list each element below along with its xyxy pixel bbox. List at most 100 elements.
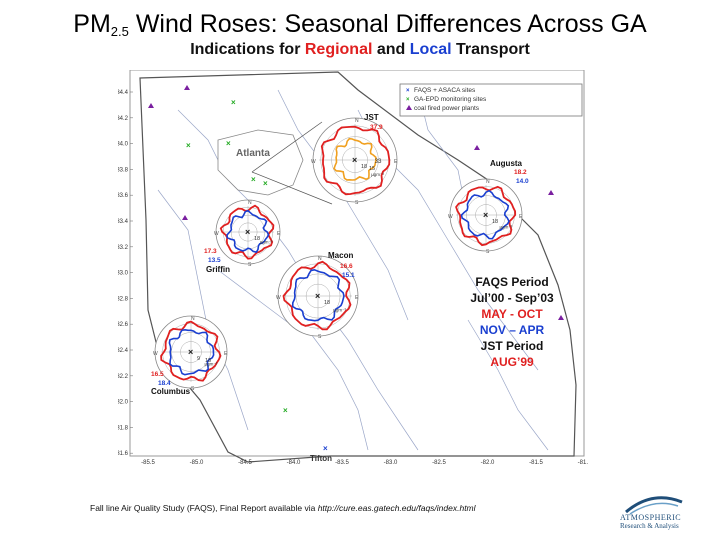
- logo-line2: Research & Analysis: [620, 522, 679, 530]
- rose-trace-orange: [333, 137, 377, 181]
- footer-url[interactable]: http://cure.eas.gatech.edu/faqs/index.ht…: [317, 503, 476, 513]
- compass-s: S: [191, 386, 195, 392]
- compass-n: N: [355, 118, 359, 124]
- rose-unit: µgm⁻³: [500, 225, 513, 230]
- legend-label-gaepd: GA-EPD monitoring sites: [414, 96, 487, 103]
- rose-value: 37.9: [370, 124, 383, 131]
- y-tick-label: 32.2: [118, 374, 129, 380]
- faqs-line1: FAQS Period: [475, 275, 549, 289]
- rose-value: 14.0: [516, 178, 529, 185]
- footer-citation: Fall line Air Quality Study (FAQS), Fina…: [90, 503, 476, 513]
- tifton-label: Tifton: [310, 454, 332, 463]
- svg-text:×: ×: [226, 139, 231, 148]
- rose-ring-label: 18: [324, 300, 330, 306]
- compass-w: W: [153, 351, 158, 357]
- compass-n: N: [191, 316, 195, 322]
- rose-site-marker: ×: [245, 227, 250, 237]
- y-tick-label: 33.4: [118, 219, 129, 225]
- compass-n: N: [486, 179, 490, 185]
- x-tick-label: -85.0: [190, 460, 204, 465]
- svg-text:×: ×: [283, 406, 288, 415]
- legend-label-faqs: FAQS + ASACA sites: [414, 87, 476, 94]
- legend-symbol-faqs: ×: [406, 88, 410, 94]
- rose-name: Augusta: [490, 159, 523, 168]
- rose-site-marker: ×: [188, 347, 193, 357]
- rose-ring-label: 18: [361, 164, 367, 170]
- compass-e: E: [224, 351, 228, 357]
- rose-trace-red: [455, 185, 517, 247]
- svg-text:×: ×: [186, 141, 191, 150]
- y-tick-label: 32.0: [118, 400, 129, 406]
- compass-e: E: [519, 214, 523, 220]
- compass-e: E: [394, 159, 398, 165]
- legend: × FAQS + ASACA sites × GA-EPD monitoring…: [399, 83, 583, 117]
- rose-value: 15.1: [342, 272, 355, 279]
- x-tick-label: -82.5: [432, 460, 446, 465]
- compass-s: S: [486, 249, 490, 255]
- x-tick-label: -84.0: [287, 460, 301, 465]
- compass-w: W: [311, 159, 316, 165]
- rose-trace-red: [320, 125, 391, 196]
- rose-name: JST: [364, 113, 379, 122]
- compass-e: E: [355, 295, 359, 301]
- rose-ring-label: 18: [254, 236, 260, 242]
- rose-site-marker: ×: [352, 155, 357, 165]
- compass-e: E: [277, 231, 281, 237]
- rose-trace-blue: [291, 268, 345, 322]
- georgia-map: Atlanta 34.4 34.2 34.0 33.8 33.6 33.4 33.2 33.0…: [118, 70, 588, 465]
- x-tick-label: -85.5: [141, 460, 155, 465]
- rose-trace-red: [160, 320, 222, 382]
- compass-w: W: [448, 214, 453, 220]
- y-tick-label: 33.0: [118, 271, 129, 277]
- tifton-site: ×: [323, 444, 328, 453]
- x-tick-label: -83.0: [384, 460, 398, 465]
- rose-value: 16.6: [340, 263, 353, 270]
- y-tick-label: 33.6: [118, 193, 129, 199]
- rose-value: 17.3: [204, 248, 217, 255]
- y-tick-label: 33.8: [118, 167, 129, 173]
- faqs-line3: MAY - OCT: [481, 307, 543, 321]
- x-tick-label: -82.0: [481, 460, 495, 465]
- legend-symbol-gaepd: ×: [406, 97, 410, 103]
- faqs-line4: NOV – APR: [479, 323, 545, 337]
- rose-site-marker: ×: [483, 210, 488, 220]
- y-tick-label: 32.6: [118, 322, 129, 328]
- compass-s: S: [355, 200, 359, 206]
- y-tick-label: 32.8: [118, 296, 129, 302]
- faqs-period-box: FAQS Period Jul’00 - Sep’03 MAY - OCT NO…: [462, 274, 562, 370]
- rose-unit: µgm⁻³: [260, 240, 273, 245]
- rose-value: 16.5: [151, 371, 164, 378]
- rose-trace-blue: [226, 209, 270, 254]
- rose-ring-label: 9: [197, 356, 200, 362]
- rose-trace-blue: [460, 189, 510, 240]
- legend-label-coal: coal fired power plants: [414, 105, 480, 112]
- rose-trace-red: [282, 260, 352, 331]
- logo-line1: ATMOSPHERIC: [620, 513, 682, 522]
- rose-value: 18.4: [158, 380, 171, 387]
- rose-trace-red: [219, 204, 275, 260]
- faqs-line2: Jul’00 - Sep’03: [470, 291, 554, 305]
- jst-zoom-lines: [251, 121, 333, 205]
- logo-swoosh: [625, 496, 683, 515]
- svg-text:×: ×: [231, 98, 236, 107]
- rose-trace-blue: [168, 328, 215, 376]
- faqs-line5: JST Period: [480, 339, 544, 353]
- svg-text:×: ×: [263, 179, 268, 188]
- x-axis: -85.5 -85.0 -84.5 -84.0 -83.5 -83.0 -82.5 -82.0…: [141, 460, 588, 465]
- atlanta-label: Atlanta: [236, 148, 270, 159]
- page-subtitle: Indications for Regional and Local Trans…: [190, 41, 530, 58]
- rose-name: Macon: [328, 251, 353, 260]
- rose-unit: µgm⁻³: [205, 362, 218, 367]
- rose-value: 13.5: [208, 257, 221, 264]
- rose-name: Griffin: [206, 265, 230, 274]
- rose-value: 18.2: [514, 169, 527, 176]
- compass-w: W: [214, 231, 219, 237]
- y-tick-label: 34.0: [118, 142, 129, 148]
- y-tick-label: 34.4: [118, 90, 129, 96]
- y-tick-label: 33.2: [118, 245, 129, 251]
